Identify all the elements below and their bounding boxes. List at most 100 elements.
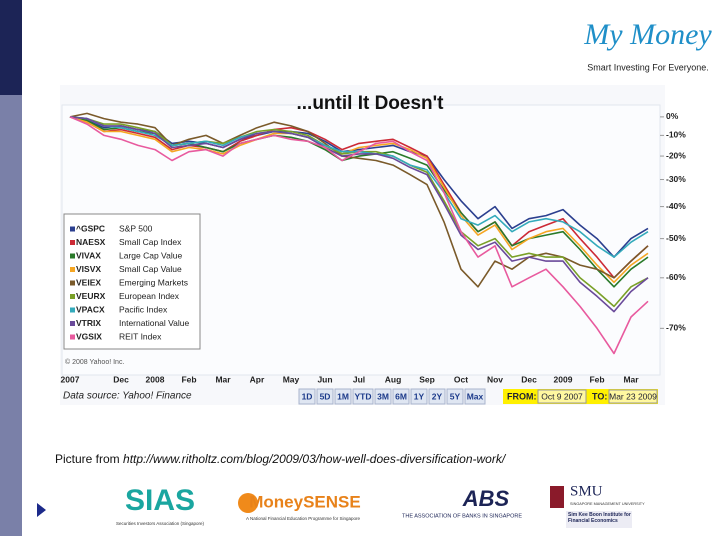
legend-ticker: VISVX [76,264,101,274]
y-tick-label: -40% [666,201,686,211]
series-line [69,116,649,284]
legend-swatch [70,240,75,245]
legend-ticker: VTRIX [76,318,101,328]
y-tick-label: -60% [666,272,686,282]
series-line [69,116,649,355]
smu-sub-bg [566,511,632,528]
range-button-label[interactable]: 6M [395,391,407,401]
x-tick-label: Feb [589,374,604,384]
smu-crest [550,486,564,508]
x-tick-label: Oct [454,374,468,384]
sidebar [0,95,22,536]
legend-ticker: NAESX [76,237,106,247]
bullet [37,503,46,517]
range-button[interactable] [374,388,392,405]
range-button[interactable] [334,388,352,405]
footer-logo: MoneySENSE [249,492,360,511]
footer-logo-sub: SINGAPORE MANAGEMENT UNIVERSITY [570,502,645,506]
y-tick-label: -30% [666,174,686,184]
caption: Picture from http://www.ritholtz.com/blo… [55,452,507,466]
legend-swatch [70,253,75,259]
logo-title: My Money [583,18,712,51]
x-tick-label: Jul [353,374,365,384]
from-label: FROM: [507,391,537,401]
y-tick-label: 0% [666,111,679,121]
x-tick-label: Jun [317,374,332,384]
range-button-label[interactable]: 1Y [414,391,425,401]
series-line [69,116,649,279]
range-button[interactable] [428,388,446,405]
range-button[interactable] [316,388,334,405]
legend-swatch [70,321,75,326]
legend-ticker: ^GSPC [76,223,105,233]
legend-label: Large Cap Value [119,250,182,260]
caption-url: http://www.ritholtz.com/blog/2009/03/how… [123,452,507,466]
series-line [69,116,649,313]
legend-ticker: VIVAX [76,250,101,260]
logo-tagline: Smart Investing For Everyone. [587,62,709,72]
to-label: TO: [592,391,607,401]
legend-swatch [70,267,75,272]
range-button[interactable] [298,388,316,405]
sidebar-top [0,0,22,95]
copyright: © 2008 Yahoo! Inc. [65,358,124,366]
x-tick-label: Dec [113,374,129,384]
moneysense-icon [238,493,258,513]
range-button-label[interactable]: 1D [302,391,313,401]
legend-label: European Index [119,291,180,301]
range-button-label[interactable]: YTD [355,391,372,401]
footer-logo-sub: THE ASSOCIATION OF BANKS IN SINGAPORE [402,513,522,519]
range-button[interactable] [446,388,464,405]
legend-swatch [70,334,75,340]
to-input[interactable] [608,389,658,404]
x-tick-label: Dec [521,374,537,384]
legend-label: Small Cap Value [119,264,182,274]
x-tick-label: Feb [181,374,196,384]
x-tick-label: May [283,374,300,384]
range-button-label[interactable]: 5Y [450,391,461,401]
range-button-label[interactable]: 2Y [432,391,443,401]
y-tick-label: -10% [666,130,686,140]
x-tick-label: 2007 [61,374,80,384]
x-tick-label: Sep [419,374,435,384]
range-button[interactable] [352,388,374,405]
range-button[interactable] [392,388,410,405]
footer-logo-sub: Sim Kee Boon Institute for Financial Eco… [568,512,631,524]
legend-box [63,213,201,350]
legend-swatch [70,307,75,313]
range-button-label[interactable]: 3M [377,391,389,401]
legend-ticker: VGSIX [76,331,102,341]
range-button-label[interactable]: 5D [320,391,331,401]
legend-ticker: VEURX [76,291,106,301]
x-tick-label: Nov [487,374,503,384]
legend-label: Small Cap Index [119,237,182,247]
y-tick-label: -70% [666,323,686,333]
data-source: Data source: Yahoo! Finance [63,391,192,402]
legend-label: REIT Index [119,331,162,341]
x-tick-label: 2009 [554,374,573,384]
range-button[interactable] [410,388,428,405]
from-input[interactable] [537,389,587,404]
footer-logo: SMU [570,483,603,499]
series-line [69,112,649,288]
range-buttons: 1D 5D 1M YTD 3M 6M 1Y 2Y 5Y Max [298,388,486,405]
legend-label: S&P 500 [119,223,153,233]
chart-title: ...until It Doesn't [296,93,444,114]
range-button-label[interactable]: 1M [337,391,349,401]
legend: ^GSPC S&P 500 NAESX Small Cap Index VIVAX Lar… [63,213,201,350]
from-date[interactable]: Oct 9 2007 [541,391,583,401]
legend-ticker: VPACX [76,304,105,314]
footer-logo: ABS [462,486,510,511]
x-tick-label: Mar [215,374,231,384]
range-button-label[interactable]: Max [467,391,484,401]
plot: 0% -10% -20% -30% -40% -50% -60% -70% 2007 Dec 200… [61,111,687,384]
legend-label: Emerging Markets [119,277,188,287]
footer-logo-sub: Securities Investors Association (Singap… [116,521,205,526]
legend-swatch [70,280,75,286]
legend-ticker: VEIEX [76,277,101,287]
to-date[interactable]: Mar 23 2009 [609,391,657,401]
x-tick-label: Apr [250,374,265,384]
range-button[interactable] [464,388,486,405]
